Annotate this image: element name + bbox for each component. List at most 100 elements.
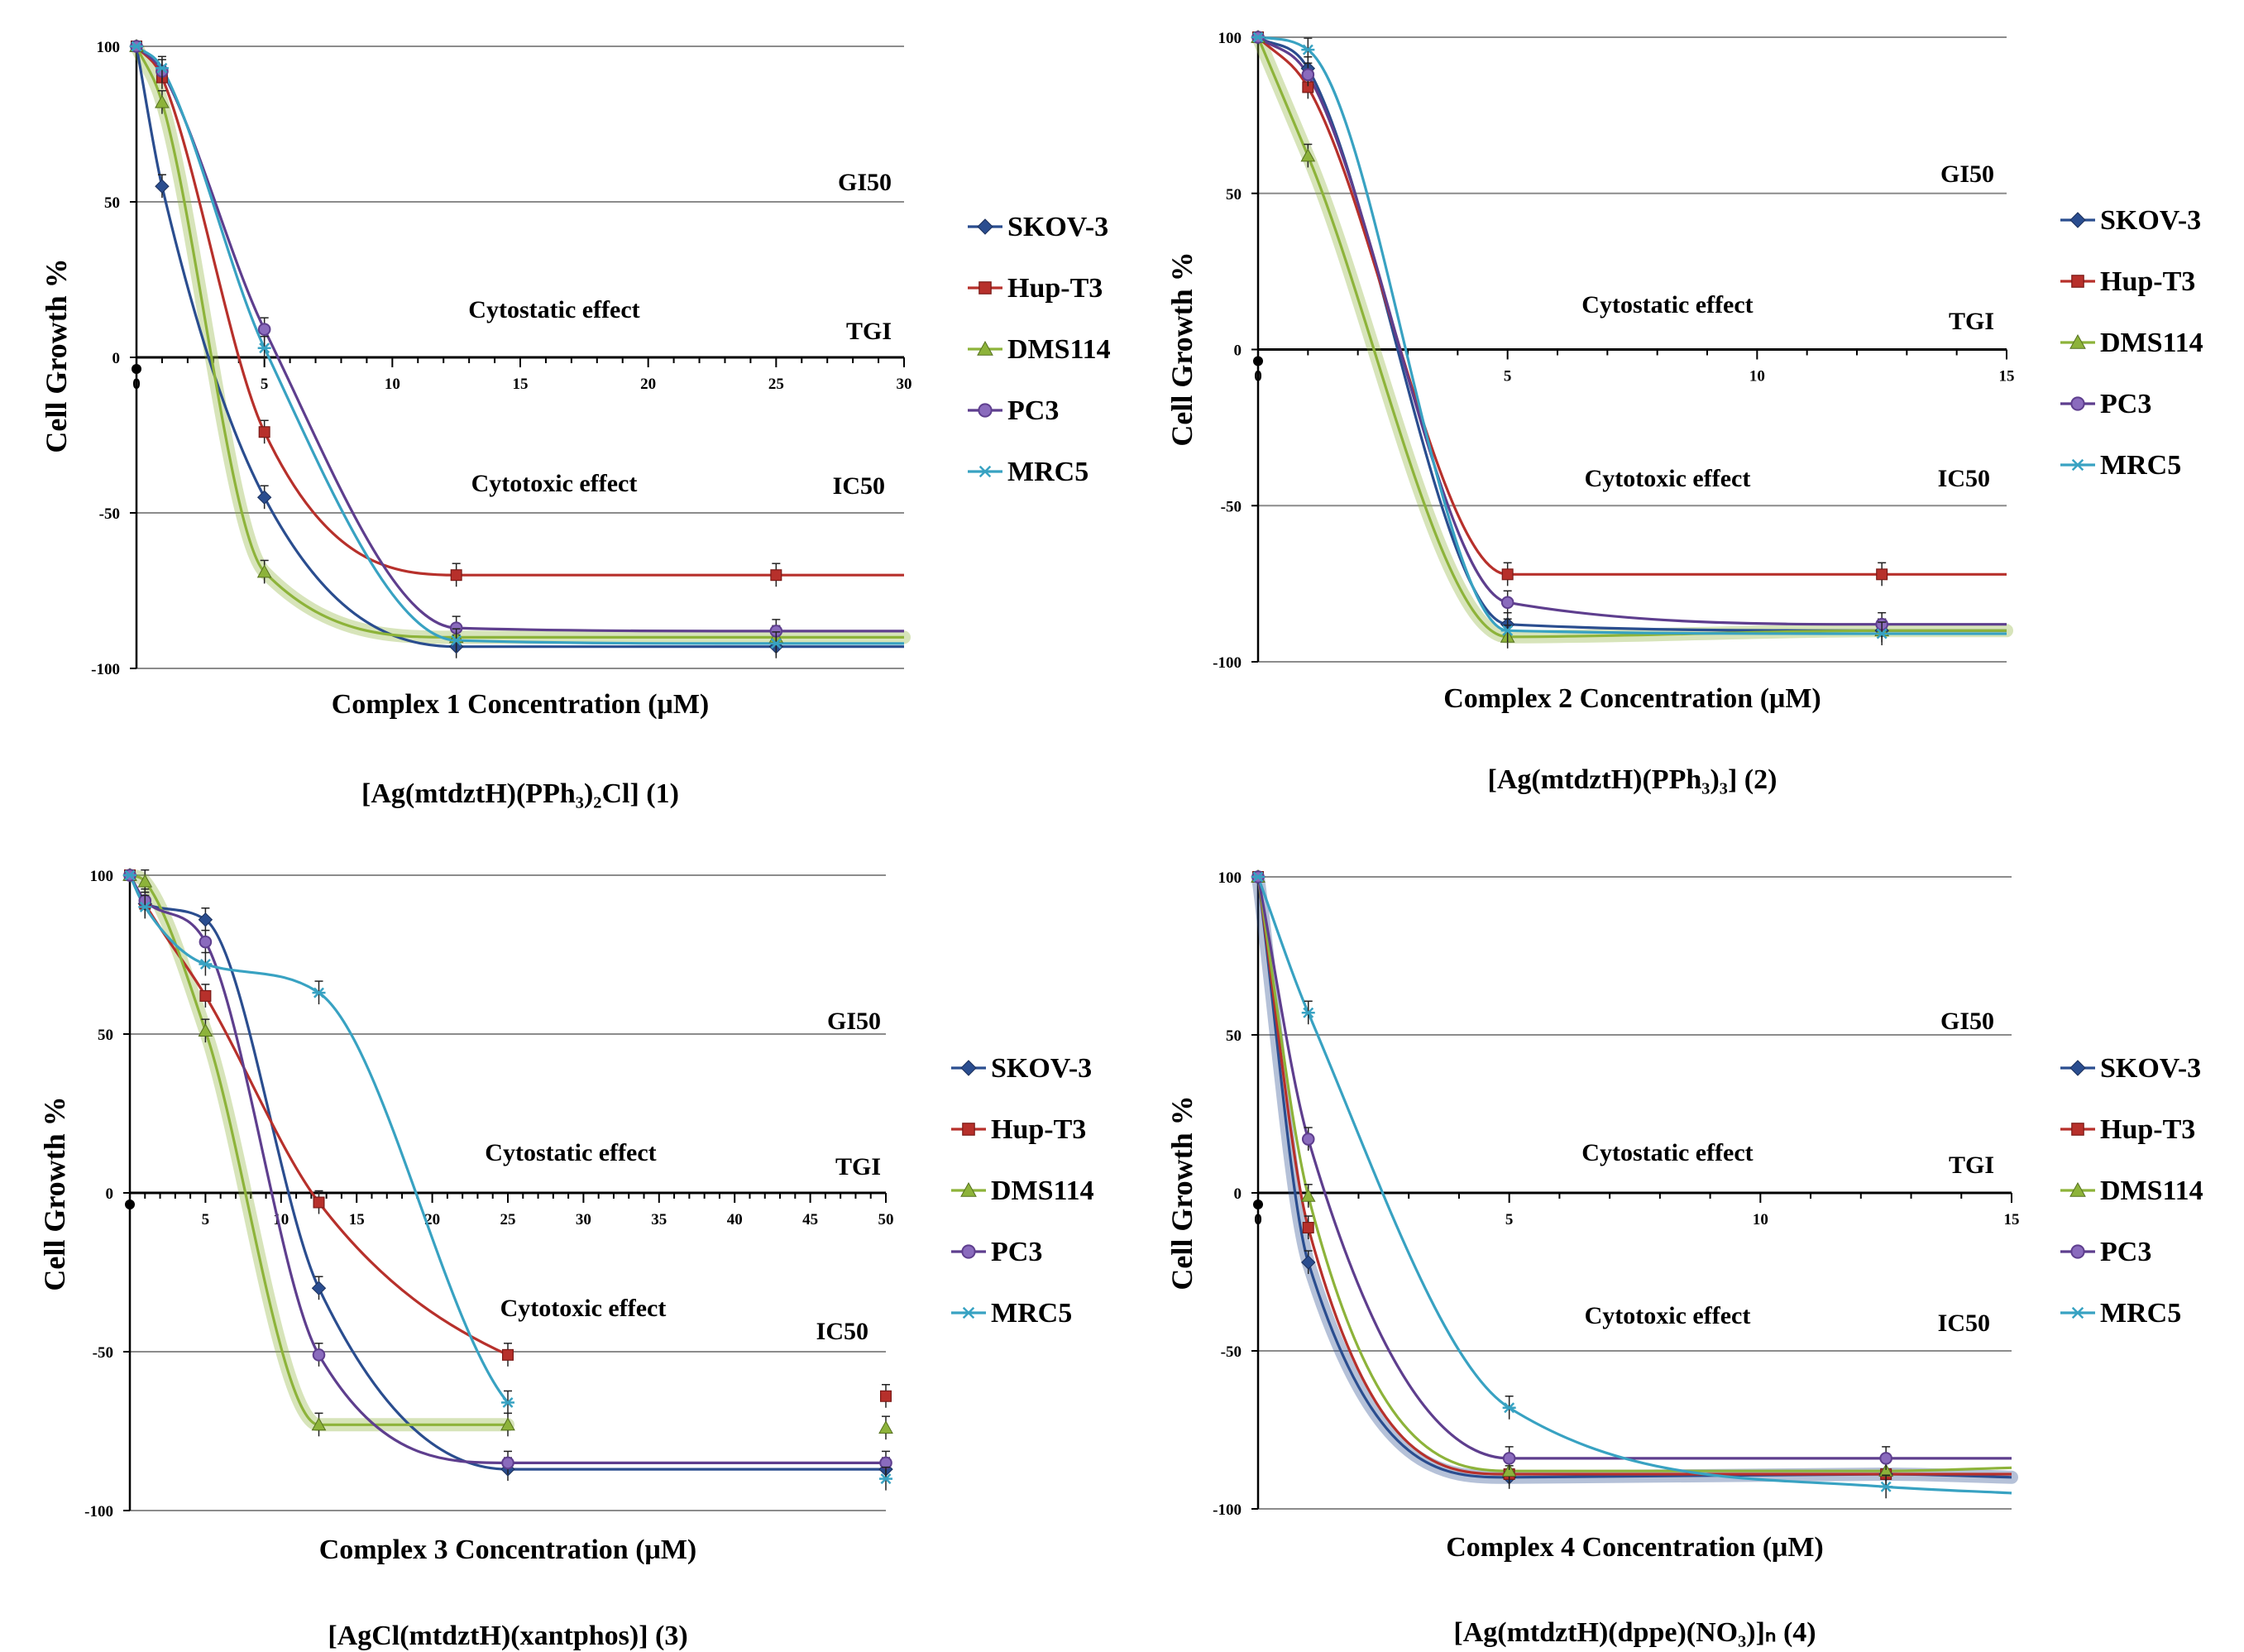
data-point-mrc5 — [138, 901, 152, 912]
x-tick-label: 10 — [385, 376, 400, 393]
x-tick-label: 15 — [349, 1211, 365, 1228]
data-point-mrc5 — [1251, 871, 1265, 883]
x-tick-label: 0 — [132, 376, 141, 393]
series-line-skov-3 — [1256, 876, 2012, 1479]
legend-label: DMS114 — [991, 1176, 1094, 1206]
cytostatic-label: Cytostatic effect — [468, 296, 639, 323]
legend-entry-mrc5: MRC5 — [951, 1298, 1072, 1329]
data-point-skov-3 — [155, 179, 170, 194]
cytostatic-label: Cytostatic effect — [1581, 1139, 1753, 1166]
data-point-skov-3 — [198, 912, 213, 927]
data-point-hup-t3 — [770, 569, 782, 582]
y-tick-label: -50 — [93, 1344, 113, 1362]
legend-entry-skov-3: SKOV-3 — [951, 1053, 1092, 1084]
legend-marker — [960, 1060, 977, 1076]
data-point-pc3 — [1502, 1452, 1516, 1465]
x-tick-label: 15 — [1999, 368, 2015, 385]
legend-entry-pc3: PC3 — [2060, 389, 2151, 419]
x-tick-label: 40 — [727, 1211, 743, 1228]
chart-title: [Ag(mtdztH)(PPh₃)₃] (2) — [1488, 764, 1777, 795]
y-tick-label: 0 — [1234, 1185, 1242, 1203]
y-tick-label: -50 — [99, 505, 120, 523]
data-point-dms114 — [1300, 148, 1316, 162]
x-axis-label: Complex 4 Concentration (μM) — [1446, 1532, 1823, 1563]
x-tick-label: 10 — [1749, 368, 1765, 385]
cytotoxic-label: Cytotoxic effect — [1585, 465, 1751, 492]
y-tick-label: 50 — [104, 194, 120, 212]
legend-marker — [2071, 1123, 2084, 1136]
chart-title: [AgCl(mtdztH)(xantphos)] (3) — [328, 1621, 687, 1651]
data-point-pc3 — [199, 935, 213, 949]
data-point-mrc5 — [879, 1473, 892, 1485]
data-point-pc3 — [1879, 1452, 1892, 1465]
y-tick-label: 100 — [1218, 869, 1242, 887]
legend-marker — [2071, 275, 2084, 288]
ic50-label: IC50 — [816, 1318, 868, 1345]
data-point-dms114 — [256, 564, 272, 578]
cytotoxic-label: Cytotoxic effect — [1585, 1302, 1751, 1329]
data-point-hup-t3 — [450, 569, 462, 582]
legend-marker — [977, 218, 993, 235]
y-tick-label: -50 — [1221, 1343, 1242, 1361]
legend-entry-mrc5: MRC5 — [968, 457, 1089, 487]
y-axis-label: Cell Growth % — [1165, 1095, 1199, 1290]
legend-marker — [2069, 333, 2086, 349]
legend-label: Hup-T3 — [991, 1114, 1086, 1145]
legend-label: SKOV-3 — [2100, 205, 2201, 236]
data-point-dms114 — [137, 874, 153, 888]
data-point-pc3 — [1301, 68, 1315, 82]
series-glow-layer — [1251, 870, 2018, 1484]
data-point-hup-t3 — [258, 426, 270, 438]
legend-entry-skov-3: SKOV-3 — [2060, 1053, 2201, 1084]
x-tick-label: 45 — [802, 1211, 818, 1228]
series-glow-layer — [123, 869, 514, 1432]
gi50-label: GI50 — [838, 169, 892, 196]
legend-entry-mrc5: MRC5 — [2060, 1298, 2181, 1329]
legend-marker — [2069, 1060, 2086, 1076]
x-tick-label: 0 — [1254, 1211, 1262, 1228]
chart-svg-4: 0 5 10 15 100 50 0 -50 -100 Cell Growth % Complex … — [1165, 869, 2203, 1648]
origin-dot — [1253, 1199, 1263, 1209]
series-marker-layer — [1251, 29, 1890, 649]
data-point-dms114 — [198, 1023, 213, 1037]
data-point-pc3 — [312, 1348, 326, 1362]
data-point-hup-t3 — [1302, 1222, 1314, 1234]
series-line-dms114 — [1256, 876, 2012, 1472]
data-point-mrc5 — [501, 1396, 514, 1408]
series-marker-layer — [129, 38, 784, 658]
legend-entry-pc3: PC3 — [968, 395, 1059, 426]
data-point-dms114 — [1300, 1188, 1316, 1202]
legend-label: DMS114 — [2100, 1176, 2203, 1206]
y-tick-label: -100 — [91, 661, 120, 678]
chart-svg-1: 0 5 10 15 20 25 30 100 50 0 -50 -100 Cell Growth % Co… — [40, 38, 1111, 809]
legend-marker — [960, 1181, 977, 1197]
series-marker-layer — [122, 867, 893, 1491]
tgi-label: TGI — [1949, 1152, 1994, 1179]
ic50-label: IC50 — [1938, 1310, 1990, 1337]
legend-marker — [961, 1306, 976, 1319]
legend-marker — [962, 1123, 975, 1136]
legend-marker — [2070, 1244, 2085, 1259]
x-tick-label: 5 — [261, 376, 269, 393]
data-point-mrc5 — [123, 869, 136, 881]
legend-entry-skov-3: SKOV-3 — [968, 212, 1108, 242]
legend-label: DMS114 — [2100, 328, 2203, 358]
data-point-hup-t3 — [1876, 568, 1888, 581]
legend-entry-hup-t3: Hup-T3 — [968, 273, 1103, 304]
legend-entry-hup-t3: Hup-T3 — [2060, 1114, 2195, 1145]
legend-marker — [978, 281, 992, 294]
tgi-label: TGI — [1949, 308, 1994, 335]
origin-dot — [1253, 356, 1263, 366]
data-point-dms114 — [311, 1417, 327, 1431]
cytostatic-label: Cytostatic effect — [485, 1139, 656, 1166]
data-point-dms114 — [1501, 1463, 1517, 1477]
legend-entry-hup-t3: Hup-T3 — [2060, 266, 2195, 297]
legend-label: PC3 — [1007, 395, 1059, 426]
legend-label: PC3 — [2100, 1237, 2151, 1267]
data-point-mrc5 — [1301, 44, 1315, 55]
x-tick-label: 5 — [202, 1211, 210, 1228]
legend-label: Hup-T3 — [2100, 1114, 2195, 1145]
data-point-mrc5 — [449, 634, 463, 646]
y-tick-label: -100 — [1213, 654, 1242, 672]
legend-label: DMS114 — [1007, 334, 1111, 365]
